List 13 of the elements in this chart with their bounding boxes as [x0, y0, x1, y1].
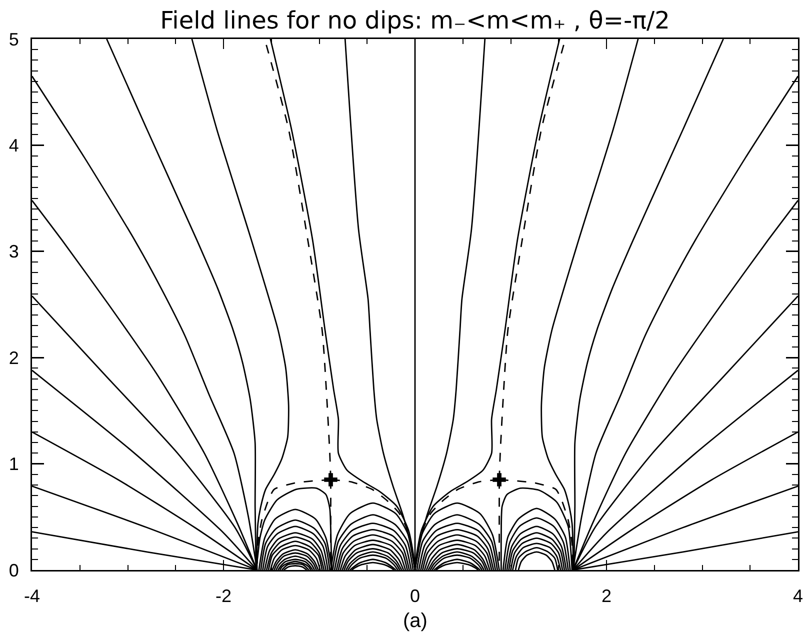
y-tick-label: 4 — [8, 136, 19, 156]
x-tick-label: -2 — [215, 586, 232, 606]
y-tick-label: 3 — [8, 242, 19, 262]
chart-title: Field lines for no dips: m₋<m<m₊ , θ=-π/2 — [160, 6, 670, 34]
x-tick-label: -4 — [24, 586, 40, 606]
y-tick-label: 0 — [8, 560, 19, 580]
x-tick-label: 4 — [792, 586, 804, 606]
x-tick-label: 0 — [410, 586, 420, 606]
x-tick-label: 2 — [601, 586, 612, 606]
y-tick-label: 1 — [8, 454, 19, 474]
y-tick-label: 5 — [8, 29, 19, 50]
y-tick-label: 2 — [8, 348, 19, 368]
text: (a) — [403, 610, 428, 632]
